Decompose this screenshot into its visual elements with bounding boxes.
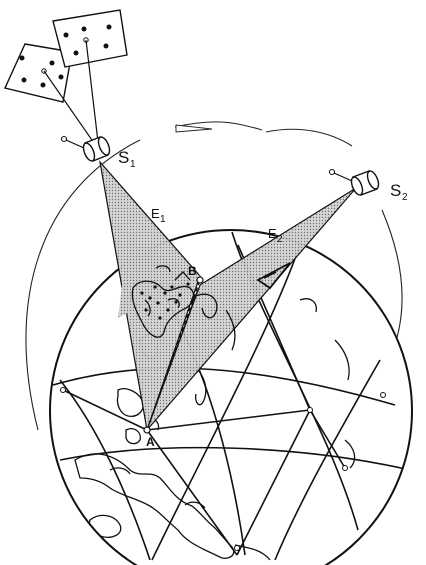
satellite-1-icon [60,135,111,162]
satellite-2-label-sub: 2 [402,192,408,203]
triangle-marker [256,262,291,290]
beam-cone-e2 [146,187,357,431]
satellite-1-label: S [118,148,129,167]
beam-e2-label-sub: 2 [277,234,283,245]
orbit-path-left [25,139,141,431]
beam-e2-label: E [268,226,277,241]
satellite-1-label-sub: 1 [130,159,136,170]
point-b-marker [196,276,204,284]
point-a-label: A [146,435,155,449]
beam-e1-label-sub: 1 [160,214,166,225]
arctic-survey-points [140,282,190,320]
sightline-right [85,39,99,143]
point-a-marker [143,426,151,434]
beam-e1-label: E [151,206,160,221]
satellite-2-label: S [390,181,401,200]
point-b-label: B [188,264,197,278]
orbit-path-top [174,121,263,131]
sightline-left [43,70,95,144]
orbit-path-right-top [265,128,353,147]
star-field-plate-right [52,9,128,68]
baseline-ab [146,279,201,431]
orbit-marker [175,124,213,133]
arctic-coastline [131,265,236,351]
network-nodes [60,387,386,551]
satellite-2-icon [328,168,380,196]
beam-cone-e1-overlap [118,238,200,318]
